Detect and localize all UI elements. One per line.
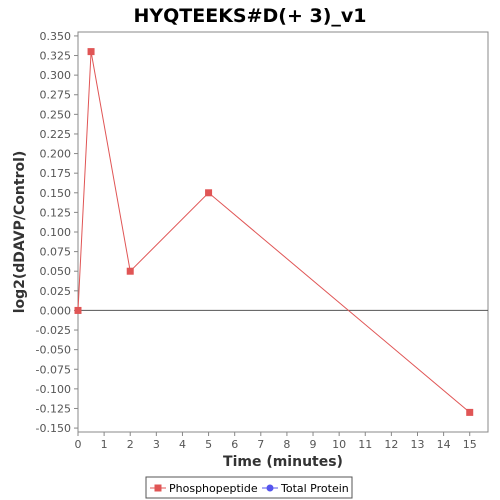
y-tick-label: 0.150 (40, 187, 72, 200)
x-tick-label: 9 (310, 438, 317, 451)
data-point (466, 408, 474, 416)
x-tick-label: 5 (205, 438, 212, 451)
y-tick-label: 0.350 (40, 30, 72, 43)
x-axis-title: Time (minutes) (223, 454, 343, 470)
legend-marker-total-protein (266, 484, 274, 492)
x-axis: 0 1 2 3 4 5 6 7 8 9 10 11 12 13 14 15 (75, 432, 477, 451)
x-tick-label: 10 (332, 438, 346, 451)
legend-item-total-protein: Total Protein (262, 482, 349, 495)
x-tick-label: 1 (101, 438, 108, 451)
plot-area (77, 31, 489, 433)
x-tick-label: 12 (384, 438, 398, 451)
y-tick-label: 0.225 (40, 128, 72, 141)
y-tick-label: -0.150 (36, 422, 71, 435)
y-axis: 0.350 0.325 0.300 0.275 0.250 0.225 0.200 0.175… (36, 30, 78, 435)
y-tick-label: 0.250 (40, 108, 72, 121)
y-tick-label: 0.300 (40, 69, 72, 82)
x-tick-label: 14 (437, 438, 451, 451)
legend-label-total-protein: Total Protein (280, 482, 349, 495)
data-point (205, 189, 213, 197)
y-tick-label: -0.025 (36, 324, 71, 337)
y-tick-label: 0.325 (40, 50, 72, 63)
y-tick-label: -0.050 (36, 344, 71, 357)
y-tick-label: -0.125 (36, 402, 71, 415)
legend-item-phosphopeptide: Phosphopeptide (150, 482, 258, 495)
legend: Phosphopeptide Total Protein (145, 476, 353, 499)
y-tick-label: 0.050 (40, 265, 72, 278)
data-point (126, 267, 134, 275)
y-tick-label: 0.025 (40, 285, 72, 298)
data-point (74, 306, 82, 314)
y-tick-label: 0.000 (40, 304, 72, 317)
y-tick-label: 0.200 (40, 148, 72, 161)
y-tick-label: 0.275 (40, 89, 72, 102)
x-tick-label: 3 (153, 438, 160, 451)
x-tick-label: 6 (231, 438, 238, 451)
y-tick-label: 0.100 (40, 226, 72, 239)
y-tick-label: -0.100 (36, 383, 71, 396)
y-tick-label: 0.175 (40, 167, 72, 180)
legend-box (145, 476, 353, 499)
x-tick-label: 2 (127, 438, 134, 451)
y-tick-label: 0.075 (40, 246, 72, 259)
legend-label-phosphopeptide: Phosphopeptide (169, 482, 258, 495)
x-tick-label: 15 (463, 438, 477, 451)
series-layer (74, 48, 474, 416)
y-axis-title: log2(dDAVP/Control) (12, 151, 28, 314)
x-tick-label: 11 (358, 438, 372, 451)
y-tick-label: 0.125 (40, 206, 72, 219)
x-tick-label: 8 (283, 438, 290, 451)
legend-marker-phosphopeptide (154, 484, 162, 492)
x-tick-label: 7 (257, 438, 264, 451)
x-tick-label: 13 (410, 438, 424, 451)
data-point (87, 48, 95, 56)
y-tick-label: -0.075 (36, 363, 71, 376)
chart-title: HYQTEEKS#D(+ 3)_v1 (133, 5, 366, 27)
x-tick-label: 4 (179, 438, 186, 451)
x-tick-label: 0 (75, 438, 82, 451)
